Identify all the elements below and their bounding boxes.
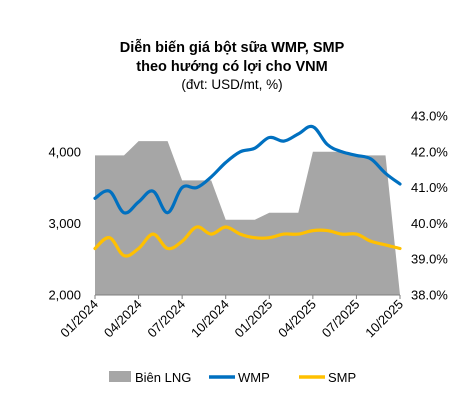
area-layer: [95, 141, 400, 295]
series-line-smp: [93, 225, 402, 258]
series-line-wmp: [93, 124, 402, 215]
x-tick-label: 04/2024: [101, 297, 145, 341]
y-right-tick-label: 42.0%: [411, 144, 448, 159]
axis-layer: [94, 294, 401, 299]
x-tick-label: 07/2025: [319, 297, 363, 341]
y-right-tick-label: 41.0%: [411, 180, 448, 195]
y-right-tick-label: 38.0%: [411, 288, 448, 303]
legend: Biên LNG WMP SMP: [109, 370, 356, 385]
y-right-tick-label: 39.0%: [411, 252, 448, 267]
x-tick-label: 04/2025: [275, 297, 319, 341]
x-tick-label: 01/2024: [57, 297, 101, 341]
y-right-tick-label: 40.0%: [411, 216, 448, 231]
y-left-tick-label: 4,000: [48, 144, 81, 159]
legend-label-wmp: WMP: [238, 370, 270, 385]
chart-title: Diễn biến giá bột sữa WMP, SMP: [120, 39, 345, 56]
chart-subtitle: (đvt: USD/mt, %): [181, 77, 282, 92]
series-area-bien-lng: [95, 141, 400, 295]
line-layer: [93, 124, 402, 258]
x-tick-label: 10/2024: [188, 297, 232, 341]
legend-label-smp: SMP: [328, 370, 356, 385]
y-left-tick-label: 3,000: [48, 216, 81, 231]
chart-title-line2: theo hướng có lợi cho VNM: [136, 59, 327, 75]
legend-label-bi-n-lng: Biên LNG: [135, 370, 191, 385]
x-tick-label: 07/2024: [144, 297, 188, 341]
x-tick-label: 10/2025: [362, 297, 406, 341]
x-tick-label: 01/2025: [232, 297, 276, 341]
y-right-tick-label: 43.0%: [411, 109, 448, 124]
legend-swatch-bi-n-lng: [109, 371, 131, 382]
y-left-tick-label: 2,000: [48, 288, 81, 303]
